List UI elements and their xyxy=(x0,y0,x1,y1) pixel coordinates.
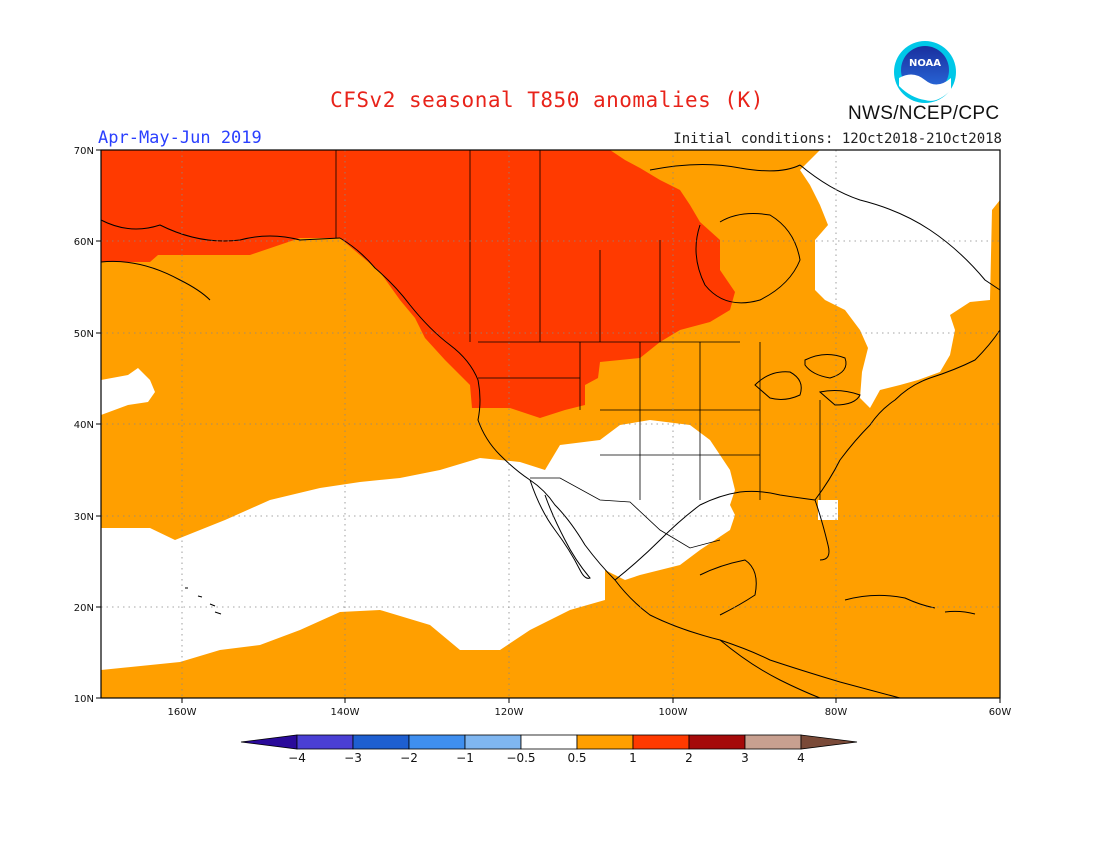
colorbar-swatch xyxy=(352,734,410,750)
lat-label-20n: 20N xyxy=(74,603,94,614)
lat-lon-gridlines xyxy=(101,150,1000,698)
lat-label-30n: 30N xyxy=(74,512,94,523)
lon-label-60w: 60W xyxy=(989,707,1012,718)
colorbar-swatch xyxy=(408,734,466,750)
lon-label-120w: 120W xyxy=(495,707,524,718)
lat-label-70n: 70N xyxy=(74,146,94,157)
anomaly-region-white-sw xyxy=(101,420,735,670)
anomaly-region-red xyxy=(101,150,735,418)
lon-label-160w: 160W xyxy=(168,707,197,718)
lat-label-50n: 50N xyxy=(74,329,94,340)
colorbar-label: −2 xyxy=(400,751,418,765)
logo-text: NOAA xyxy=(909,58,941,69)
colorbar-swatch xyxy=(576,734,634,750)
colorbar-label: 2 xyxy=(685,751,693,765)
colorbar: −4 −3 −2 −1 −0.5 0.5 1 2 3 4 xyxy=(240,734,858,765)
colorbar-label: −0.5 xyxy=(506,751,535,765)
colorbar-label: −3 xyxy=(344,751,362,765)
colorbar-swatch xyxy=(296,734,354,750)
colorbar-label: 3 xyxy=(741,751,749,765)
colorbar-label: 1 xyxy=(629,751,637,765)
noaa-logo: NOAA xyxy=(894,41,956,103)
initial-conditions: Initial conditions: 12Oct2018-21Oct2018 xyxy=(673,131,1002,147)
colorbar-label: −1 xyxy=(456,751,474,765)
map-field xyxy=(101,150,1000,698)
colorbar-label: 4 xyxy=(797,751,805,765)
lat-label-10n: 10N xyxy=(74,694,94,705)
colorbar-swatch xyxy=(520,734,578,750)
agency-label: NWS/NCEP/CPC xyxy=(848,103,1000,124)
anomaly-region-white-atl xyxy=(818,500,838,520)
coastlines xyxy=(100,163,1001,699)
lat-label-40n: 40N xyxy=(74,420,94,431)
colorbar-label: 0.5 xyxy=(567,751,586,765)
colorbar-swatch xyxy=(688,734,746,750)
colorbar-label: −4 xyxy=(288,751,306,765)
colorbar-arrow-low xyxy=(240,734,298,750)
anomaly-region-white-ne xyxy=(800,150,1000,408)
forecast-period: Apr-May-Jun 2019 xyxy=(98,128,262,148)
colorbar-arrow-high xyxy=(800,734,858,750)
map-title: CFSv2 seasonal T850 anomalies (K) xyxy=(330,88,764,112)
political-borders xyxy=(335,150,821,549)
lon-label-140w: 140W xyxy=(331,707,360,718)
lon-label-80w: 80W xyxy=(825,707,848,718)
lat-label-60n: 60N xyxy=(74,237,94,248)
colorbar-swatch xyxy=(744,734,802,750)
anomaly-region-white-pacific xyxy=(101,368,155,415)
colorbar-swatch xyxy=(632,734,690,750)
lon-label-100w: 100W xyxy=(659,707,688,718)
colorbar-swatch xyxy=(464,734,522,750)
